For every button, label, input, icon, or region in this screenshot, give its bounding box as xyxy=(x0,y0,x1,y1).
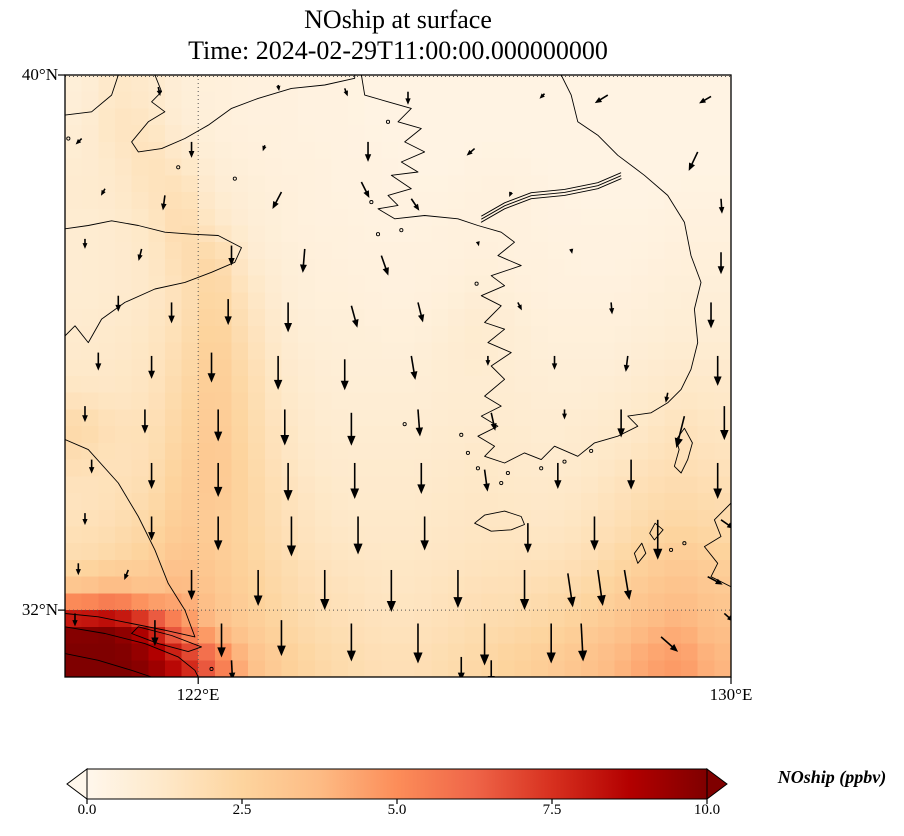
colorbar-tick-2: 5.0 xyxy=(387,802,407,818)
plot-time-subtitle: Time: 2024-02-29T11:00:00.000000000 xyxy=(188,36,608,65)
heatmap-layer xyxy=(65,75,731,677)
gridline-layer xyxy=(65,75,731,677)
colorbar-extend-max-arrow xyxy=(706,768,728,800)
colorbar-tick-4: 10.0 xyxy=(693,802,721,818)
coastline-jiangsu-yangtze-north xyxy=(65,439,196,638)
wind-quiver-layer xyxy=(72,84,731,677)
y-tick-label-40n: 40°N xyxy=(21,65,58,84)
coastline-dmz xyxy=(480,178,622,223)
coastline-hangzhou-bay xyxy=(65,653,153,677)
colorbar-label: NOship (ppbv) xyxy=(777,767,887,787)
coastline-chongming xyxy=(131,626,202,653)
coastline-shandong xyxy=(65,220,242,344)
colorbar-extend-min-arrow xyxy=(66,768,88,800)
coastline-korea-main xyxy=(360,75,702,464)
colorbar-tick-3: 7.5 xyxy=(542,802,562,818)
axis-tick-marks xyxy=(58,74,732,684)
coastline-layer xyxy=(65,75,731,677)
coastline-yangtze-south-bank xyxy=(65,626,199,677)
axes-frame xyxy=(64,74,732,678)
x-tick-label-130e: 130°E xyxy=(709,685,753,704)
coastline-liaodong xyxy=(131,75,356,153)
colorbar-tick-1: 2.5 xyxy=(232,802,252,818)
y-tick-label-32n: 32°N xyxy=(21,600,58,619)
coastline-kyushu-west xyxy=(703,502,731,588)
colorbar-tick-0: 0.0 xyxy=(77,802,97,818)
plot-title: NOship at surface xyxy=(304,5,492,34)
coastline-goto-2 xyxy=(649,522,664,541)
coastline-bohai-west xyxy=(65,75,119,116)
x-tick-label-122e: 122°E xyxy=(176,685,220,704)
coastline-jeju xyxy=(474,510,525,532)
colorbar xyxy=(66,768,728,804)
coastline-goto-1 xyxy=(633,542,647,564)
